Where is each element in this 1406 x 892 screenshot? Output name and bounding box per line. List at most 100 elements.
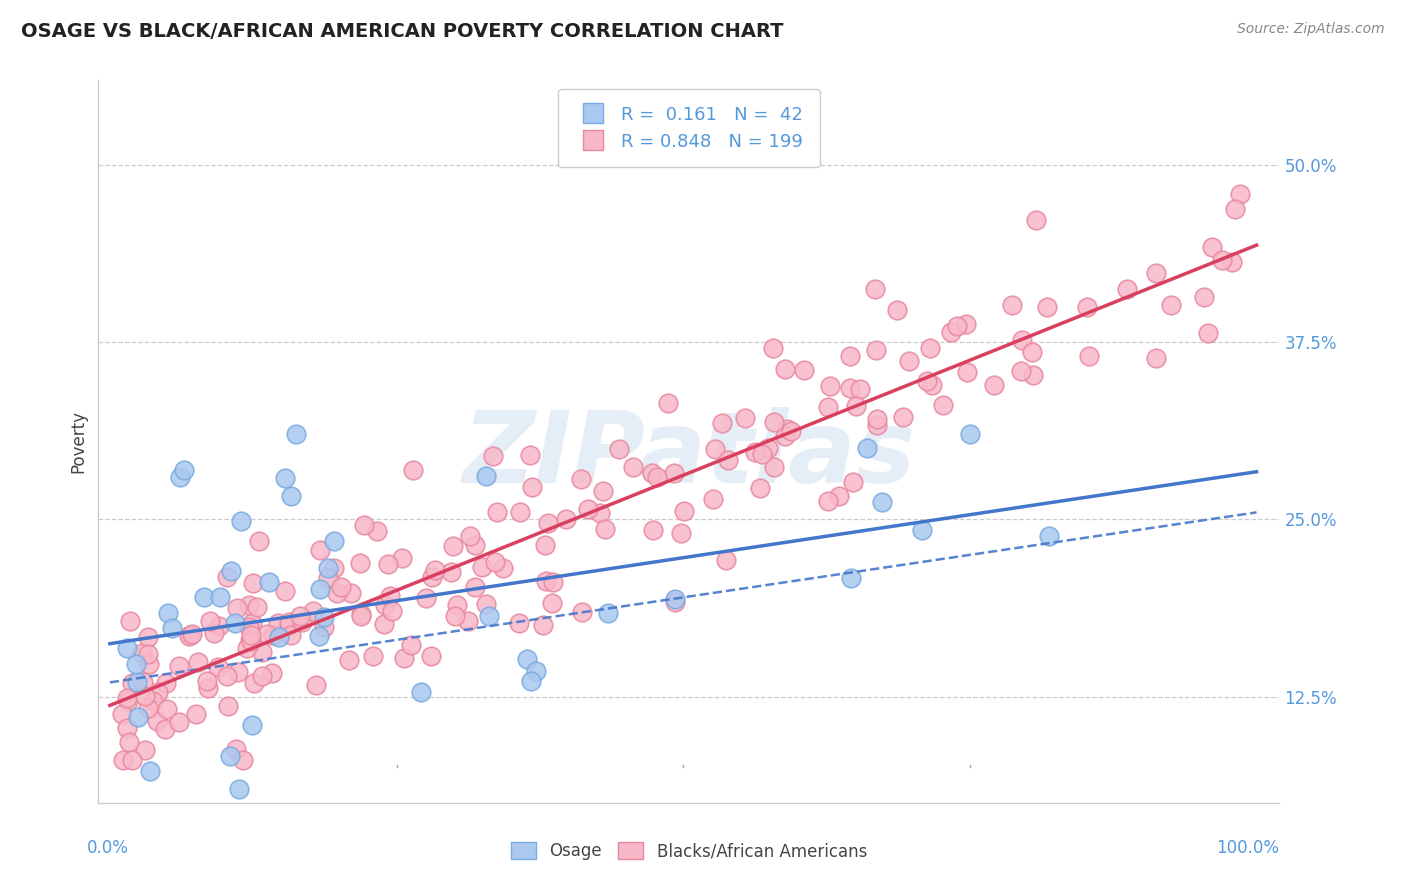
Point — [247, 533, 270, 548]
Point — [1010, 364, 1032, 378]
Point — [208, 619, 231, 633]
Point — [415, 591, 437, 605]
Point — [229, 515, 252, 529]
Point — [169, 715, 191, 730]
Point — [516, 652, 538, 666]
Point — [377, 557, 399, 571]
Point — [173, 463, 195, 477]
Point — [125, 675, 148, 690]
Text: Source: ZipAtlas.com: Source: ZipAtlas.com — [1237, 22, 1385, 37]
Point — [534, 538, 557, 552]
Point — [703, 442, 725, 456]
Point — [330, 580, 353, 594]
Point — [232, 753, 254, 767]
Point — [915, 375, 938, 389]
Point — [155, 702, 177, 716]
Point — [664, 466, 686, 480]
Point — [541, 575, 564, 590]
Point — [576, 501, 599, 516]
Point — [134, 743, 156, 757]
Point — [482, 449, 505, 463]
Point — [842, 475, 865, 489]
Point — [716, 453, 738, 467]
Point — [475, 469, 498, 483]
Point — [314, 610, 336, 624]
Point — [839, 381, 862, 395]
Point — [845, 399, 868, 413]
Point — [817, 493, 839, 508]
Point — [262, 666, 284, 681]
Point — [402, 463, 425, 477]
Point — [277, 619, 299, 633]
Point — [256, 626, 278, 640]
Point — [571, 605, 593, 619]
Point — [959, 427, 981, 442]
Point — [131, 675, 153, 690]
Point — [519, 448, 541, 462]
Point — [817, 400, 839, 414]
Point — [305, 678, 328, 692]
Point — [240, 628, 263, 642]
Point — [983, 378, 1005, 392]
Point — [274, 584, 297, 599]
Point — [710, 416, 733, 430]
Point — [838, 349, 860, 363]
Point — [340, 586, 363, 600]
Point — [246, 599, 269, 614]
Point — [280, 489, 302, 503]
Point — [956, 366, 979, 380]
Point — [167, 658, 190, 673]
Point — [1001, 298, 1024, 312]
Point — [202, 626, 225, 640]
Point — [205, 810, 228, 824]
Point — [921, 378, 943, 392]
Point — [1220, 255, 1243, 269]
Point — [138, 630, 160, 644]
Point — [134, 690, 156, 704]
Point — [240, 718, 263, 732]
Point — [217, 699, 239, 714]
Point — [509, 505, 531, 519]
Point — [250, 669, 273, 683]
Point — [647, 470, 669, 484]
Point — [420, 569, 443, 583]
Point — [593, 523, 616, 537]
Point — [219, 564, 242, 578]
Point — [865, 343, 887, 357]
Point — [1160, 298, 1182, 312]
Point — [671, 526, 693, 541]
Point — [121, 676, 143, 690]
Point — [208, 590, 231, 604]
Point — [308, 582, 330, 596]
Point — [762, 342, 785, 356]
Point — [734, 411, 756, 425]
Point — [540, 596, 562, 610]
Point — [121, 753, 143, 767]
Point — [262, 628, 284, 642]
Point — [391, 551, 413, 566]
Text: ZIPatlas: ZIPatlas — [463, 408, 915, 505]
Point — [749, 481, 772, 495]
Point — [411, 685, 433, 699]
Point — [756, 441, 779, 455]
Point — [353, 517, 375, 532]
Point — [177, 629, 200, 643]
Point — [1144, 266, 1167, 280]
Point — [702, 492, 724, 507]
Point — [366, 524, 388, 538]
Point — [138, 657, 160, 671]
Point — [763, 415, 786, 429]
Point — [380, 589, 402, 603]
Point — [446, 598, 468, 612]
Point — [349, 556, 371, 570]
Point — [536, 574, 558, 588]
Point — [1038, 529, 1060, 543]
Point — [793, 363, 815, 377]
Point — [932, 398, 955, 412]
Point — [457, 615, 479, 629]
Point — [156, 606, 179, 620]
Point — [955, 317, 977, 331]
Point — [714, 553, 737, 567]
Point — [217, 669, 239, 683]
Point — [911, 523, 934, 537]
